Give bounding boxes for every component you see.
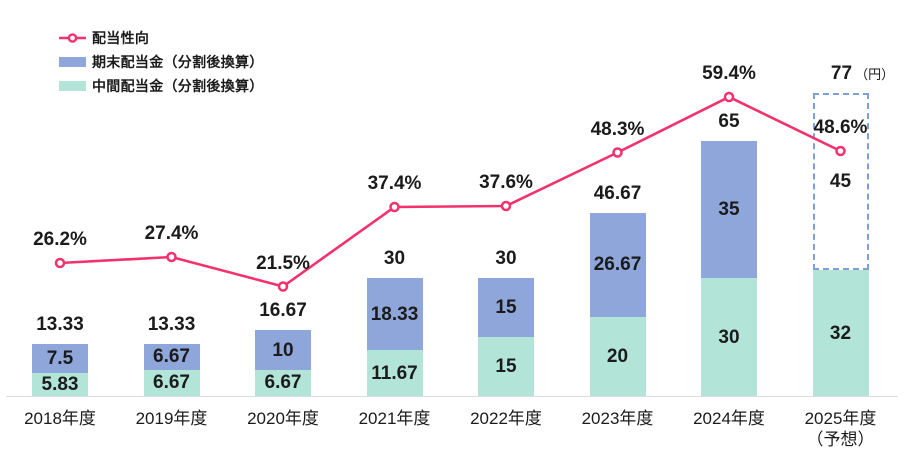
- total-value: 65: [718, 110, 740, 132]
- bar-total-label: 77 （円）: [808, 63, 904, 85]
- final-segment-value: 18.33: [370, 303, 419, 325]
- bar-segment-final: 26.67: [589, 212, 646, 318]
- bar-segment-final: 6.67: [143, 343, 200, 370]
- interim-segment-value: 20: [606, 346, 629, 368]
- bar-segment-final: 7.5: [32, 343, 88, 374]
- bar-segment-interim: 6.67: [143, 369, 200, 396]
- final-segment-value: 7.5: [46, 347, 74, 369]
- bar-total-label: 13.33: [117, 314, 227, 336]
- bar-total-label: 30: [340, 248, 450, 270]
- payout-ratio-label: 37.6%: [479, 172, 533, 193]
- final-segment-value: 26.67: [593, 254, 642, 276]
- interim-dividend-swatch-icon: [59, 81, 86, 91]
- payout-ratio-label: 59.4%: [702, 63, 756, 84]
- bar-total-label: 65: [674, 111, 784, 133]
- bar-total-label: 30: [451, 248, 561, 270]
- legend-line-marker: [67, 33, 78, 43]
- payout-ratio-marker: [54, 257, 66, 269]
- bar-segment-final: 18.33: [366, 278, 423, 351]
- total-value: 13.33: [36, 313, 84, 335]
- bar-total-label: 46.67: [563, 183, 673, 205]
- interim-segment-value: 32: [829, 322, 852, 344]
- bar-total-label: 16.67: [228, 300, 338, 322]
- x-axis-label: 2019年度: [135, 409, 208, 428]
- final-segment-value: 6.67: [153, 346, 190, 368]
- x-axis-sublabel-forecast: （予想）: [806, 430, 875, 449]
- bar-segment-interim: 6.67: [255, 369, 311, 396]
- payout-ratio-label: 48.3%: [590, 118, 645, 140]
- x-axis-label: 2021年度: [358, 409, 431, 428]
- legend-item-interim-dividend: 中間配当金（分割後換算）: [59, 78, 264, 94]
- payout-ratio-marker: [389, 201, 400, 213]
- payout-ratio-label: 26.2%: [33, 229, 87, 250]
- payout-ratio-marker: [612, 147, 623, 158]
- legend-item-payout-ratio: 配当性向: [59, 30, 264, 46]
- bar-segment-final: 15: [478, 278, 534, 338]
- total-value: 46.67: [593, 182, 642, 204]
- x-axis-label: 2022年度: [470, 409, 542, 428]
- payout-ratio-label: 48.6%: [813, 117, 868, 138]
- unit-note: （円）: [855, 67, 895, 83]
- x-axis-label: 2020年度: [247, 409, 319, 428]
- interim-segment-value: 11.67: [371, 362, 418, 384]
- bar-segment-interim: 11.67: [366, 350, 423, 396]
- interim-segment-value: 30: [718, 326, 740, 348]
- total-value: 16.67: [259, 300, 307, 322]
- payout-ratio-label: 21.5%: [256, 252, 310, 274]
- x-axis-line: [6, 396, 898, 397]
- bar-segment-final: 10: [255, 330, 311, 370]
- bar-segment-interim: 32: [812, 270, 869, 396]
- legend-item-final-dividend: 期末配当金（分割後換算）: [59, 54, 264, 70]
- payout-line-icon: [59, 33, 86, 43]
- total-value: 13.33: [147, 313, 196, 335]
- payout-ratio-label: 27.4%: [144, 223, 199, 244]
- payout-ratio-marker: [500, 200, 512, 212]
- payout-ratio-marker: [277, 281, 289, 292]
- bar-segment-final: 35: [701, 140, 757, 279]
- bar-segment-interim: 20: [589, 317, 646, 396]
- final-segment-value: 45: [829, 171, 852, 193]
- legend-label-payout-ratio: 配当性向: [92, 30, 150, 46]
- total-value: 30: [383, 248, 406, 270]
- payout-ratio-marker: [166, 251, 177, 263]
- bar-total-label: 13.33: [5, 314, 115, 336]
- final-segment-value: 35: [718, 198, 740, 220]
- interim-segment-value: 15: [495, 356, 517, 378]
- final-segment-value: 10: [272, 339, 294, 361]
- interim-segment-value: 5.83: [41, 374, 79, 396]
- total-value: 77: [830, 63, 853, 85]
- x-axis-label: 2023年度: [581, 409, 654, 428]
- total-value: 30: [495, 248, 517, 270]
- payout-ratio-label: 37.4%: [367, 173, 422, 194]
- interim-segment-value: 6.67: [264, 372, 302, 394]
- legend: 配当性向 期末配当金（分割後換算） 中間配当金（分割後換算）: [59, 30, 264, 94]
- legend-label-final-dividend: 期末配当金（分割後換算）: [92, 54, 264, 70]
- final-segment-value: 15: [495, 297, 517, 319]
- bar-segment-interim: 5.83: [32, 373, 88, 396]
- interim-segment-value: 6.67: [153, 372, 190, 394]
- final-dividend-swatch-icon: [59, 57, 86, 67]
- x-axis-label: 2025年度: [804, 409, 877, 428]
- bar-segment-interim: 15: [478, 337, 534, 396]
- payout-ratio-marker: [723, 91, 735, 103]
- x-axis-label: 2024年度: [693, 409, 765, 428]
- bar-segment-interim: 30: [701, 278, 757, 396]
- x-axis-label: 2018年度: [24, 409, 96, 428]
- legend-label-interim-dividend: 中間配当金（分割後換算）: [92, 78, 264, 94]
